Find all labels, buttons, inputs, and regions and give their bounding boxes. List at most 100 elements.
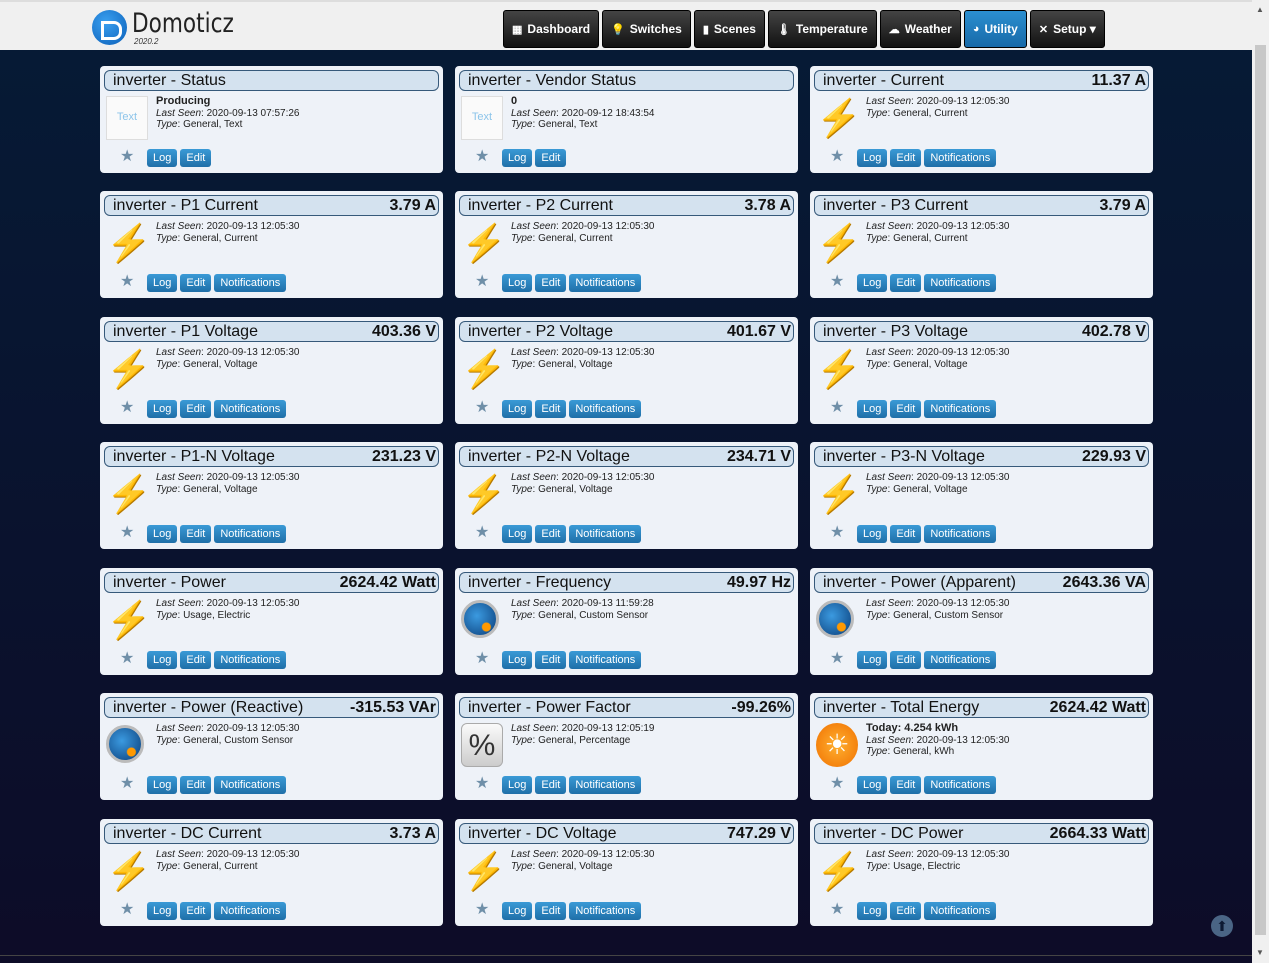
edit-button[interactable]: Edit [180, 902, 212, 920]
favorite-star-icon[interactable]: ★ [475, 524, 490, 541]
scroll-top-button[interactable]: ⬆ [1211, 915, 1233, 937]
log-button[interactable]: Log [857, 525, 888, 543]
edit-button[interactable]: Edit [180, 400, 212, 418]
notifications-button[interactable]: Notifications [569, 525, 642, 543]
favorite-star-icon[interactable]: ★ [475, 775, 490, 792]
edit-button[interactable]: Edit [180, 525, 212, 543]
favorite-star-icon[interactable]: ★ [475, 650, 490, 667]
nav-temperature[interactable]: 🌡 Temperature [767, 10, 877, 48]
edit-button[interactable]: Edit [890, 525, 922, 543]
notifications-button[interactable]: Notifications [924, 525, 997, 543]
favorite-star-icon[interactable]: ★ [830, 524, 845, 541]
log-button[interactable]: Log [857, 400, 888, 418]
log-button[interactable]: Log [502, 149, 533, 167]
log-button[interactable]: Log [857, 776, 888, 794]
nav-dashboard[interactable]: ▦ Dashboard [503, 10, 600, 48]
edit-button[interactable]: Edit [535, 149, 567, 167]
log-button[interactable]: Log [147, 776, 178, 794]
edit-button[interactable]: Edit [890, 149, 922, 167]
log-button[interactable]: Log [147, 651, 178, 669]
log-button[interactable]: Log [502, 400, 533, 418]
favorite-star-icon[interactable]: ★ [120, 524, 135, 541]
favorite-star-icon[interactable]: ★ [120, 650, 135, 667]
log-button[interactable]: Log [147, 274, 178, 292]
favorite-star-icon[interactable]: ★ [475, 148, 490, 165]
edit-button[interactable]: Edit [535, 525, 567, 543]
edit-button[interactable]: Edit [890, 776, 922, 794]
scrollbar[interactable]: ▲ ▼ [1252, 0, 1269, 963]
notifications-button[interactable]: Notifications [924, 400, 997, 418]
notifications-button[interactable]: Notifications [569, 651, 642, 669]
favorite-star-icon[interactable]: ★ [830, 399, 845, 416]
notifications-button[interactable]: Notifications [214, 274, 287, 292]
favorite-star-icon[interactable]: ★ [120, 148, 135, 165]
log-button[interactable]: Log [147, 400, 178, 418]
notifications-button[interactable]: Notifications [569, 274, 642, 292]
favorite-star-icon[interactable]: ★ [120, 901, 135, 918]
nav-setup[interactable]: ✕ Setup ▾ [1029, 10, 1105, 48]
notifications-button[interactable]: Notifications [214, 776, 287, 794]
log-button[interactable]: Log [857, 902, 888, 920]
favorite-star-icon[interactable]: ★ [120, 399, 135, 416]
edit-button[interactable]: Edit [180, 776, 212, 794]
favorite-star-icon[interactable]: ★ [830, 650, 845, 667]
notifications-button[interactable]: Notifications [924, 274, 997, 292]
log-button[interactable]: Log [502, 902, 533, 920]
type-label: Type [866, 107, 888, 119]
log-button[interactable]: Log [857, 274, 888, 292]
edit-button[interactable]: Edit [890, 400, 922, 418]
log-button[interactable]: Log [502, 651, 533, 669]
device-info: Last Seen: 2020-09-13 12:05:30 Type: Gen… [866, 347, 1010, 370]
notifications-button[interactable]: Notifications [924, 149, 997, 167]
notifications-button[interactable]: Notifications [924, 902, 997, 920]
favorite-star-icon[interactable]: ★ [475, 273, 490, 290]
top-bar: Domoticz 2020.2 ▦ Dashboard 💡 Switches ▮ Scen… [0, 0, 1252, 50]
nav-utility[interactable]: ◕ Utility [963, 10, 1027, 48]
log-button[interactable]: Log [502, 525, 533, 543]
favorite-star-icon[interactable]: ★ [475, 399, 490, 416]
log-button[interactable]: Log [147, 149, 178, 167]
notifications-button[interactable]: Notifications [214, 400, 287, 418]
favorite-star-icon[interactable]: ★ [830, 273, 845, 290]
notifications-button[interactable]: Notifications [569, 400, 642, 418]
edit-button[interactable]: Edit [890, 274, 922, 292]
notifications-button[interactable]: Notifications [924, 776, 997, 794]
device-card: inverter - Power Factor -99.26% % Last Se… [455, 693, 798, 800]
log-button[interactable]: Log [857, 149, 888, 167]
log-button[interactable]: Log [857, 651, 888, 669]
nav-switches[interactable]: 💡 Switches [602, 10, 691, 48]
notifications-button[interactable]: Notifications [214, 902, 287, 920]
log-button[interactable]: Log [502, 776, 533, 794]
edit-button[interactable]: Edit [180, 274, 212, 292]
edit-button[interactable]: Edit [535, 274, 567, 292]
notifications-button[interactable]: Notifications [569, 776, 642, 794]
notifications-button[interactable]: Notifications [569, 902, 642, 920]
device-info: Last Seen: 2020-09-13 12:05:30 Type: Gen… [866, 598, 1010, 621]
log-button[interactable]: Log [502, 274, 533, 292]
edit-button[interactable]: Edit [535, 776, 567, 794]
notifications-button[interactable]: Notifications [924, 651, 997, 669]
edit-button[interactable]: Edit [180, 651, 212, 669]
edit-button[interactable]: Edit [535, 902, 567, 920]
favorite-star-icon[interactable]: ★ [830, 148, 845, 165]
log-button[interactable]: Log [147, 525, 178, 543]
favorite-star-icon[interactable]: ★ [830, 775, 845, 792]
footer [0, 955, 1252, 963]
favorite-star-icon[interactable]: ★ [120, 775, 135, 792]
log-button[interactable]: Log [147, 902, 178, 920]
edit-button[interactable]: Edit [180, 149, 212, 167]
edit-button[interactable]: Edit [890, 902, 922, 920]
favorite-star-icon[interactable]: ★ [475, 901, 490, 918]
device-name: inverter - Vendor Status [468, 72, 637, 89]
favorite-star-icon[interactable]: ★ [120, 273, 135, 290]
edit-button[interactable]: Edit [535, 400, 567, 418]
notifications-button[interactable]: Notifications [214, 651, 287, 669]
nav-weather[interactable]: ☁ Weather [879, 10, 961, 48]
domoticz-logo[interactable] [92, 10, 127, 45]
favorite-star-icon[interactable]: ★ [830, 901, 845, 918]
edit-button[interactable]: Edit [890, 651, 922, 669]
type-label: Type [511, 609, 533, 621]
edit-button[interactable]: Edit [535, 651, 567, 669]
notifications-button[interactable]: Notifications [214, 525, 287, 543]
nav-scenes[interactable]: ▮ Scenes [693, 10, 765, 48]
